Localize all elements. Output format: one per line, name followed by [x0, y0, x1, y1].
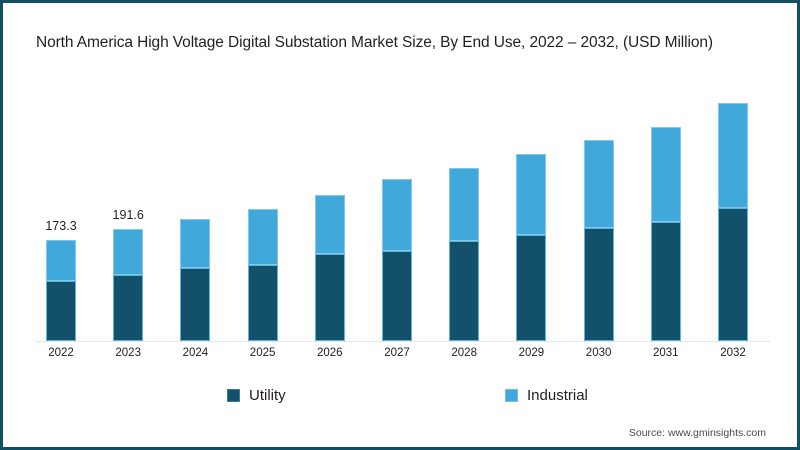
- bar-column-2031[interactable]: [650, 127, 681, 341]
- bar-segment-industrial-2028[interactable]: [449, 167, 480, 242]
- page-title: North America High Voltage Digital Subst…: [36, 34, 713, 51]
- legend-swatch-industrial-icon: [505, 389, 518, 402]
- x-axis-label-2032: 2032: [720, 347, 746, 359]
- bar-column-2027[interactable]: [382, 178, 412, 341]
- bar-column-2023[interactable]: [113, 229, 144, 341]
- bar-column-2026[interactable]: [314, 195, 345, 341]
- legend-swatch-utility-icon: [227, 389, 240, 402]
- bar-column-2029[interactable]: [516, 154, 547, 341]
- bar-segment-utility-2029[interactable]: [516, 235, 547, 341]
- bar-segment-industrial-2025[interactable]: [247, 208, 278, 265]
- x-axis-label-2025: 2025: [249, 347, 276, 359]
- x-axis-label-2031: 2031: [653, 347, 679, 359]
- x-axis-label-2023: 2023: [115, 347, 141, 359]
- bar-segment-utility-2026[interactable]: [314, 253, 345, 341]
- bar-column-2022[interactable]: [46, 240, 76, 341]
- bar-segment-industrial-2031[interactable]: [650, 127, 681, 223]
- bar-column-2032[interactable]: [718, 103, 748, 341]
- x-axis-label-2028: 2028: [451, 347, 477, 359]
- bar-column-2030[interactable]: [583, 139, 614, 341]
- bar-column-2024[interactable]: [180, 218, 211, 341]
- bar-segment-utility-2027[interactable]: [382, 250, 412, 341]
- bar-segment-industrial-2027[interactable]: [382, 178, 412, 251]
- bar-segment-industrial-2032[interactable]: [718, 103, 748, 208]
- legend-item-utility[interactable]: Utility: [227, 388, 286, 403]
- bar-value-label-2023: 191.6: [112, 208, 144, 223]
- bar-segment-utility-2028[interactable]: [449, 241, 480, 341]
- bar-segment-utility-2025[interactable]: [247, 264, 278, 341]
- source-attribution: Source: www.gminsights.com: [628, 427, 766, 439]
- bar-segment-utility-2023[interactable]: [113, 274, 144, 341]
- bar-column-2028[interactable]: [449, 167, 480, 341]
- legend-label-utility: Utility: [249, 387, 286, 404]
- bar-column-2025[interactable]: [247, 208, 278, 341]
- x-axis-label-2030: 2030: [585, 347, 612, 359]
- legend-item-industrial[interactable]: Industrial: [505, 388, 588, 403]
- legend-label-industrial: Industrial: [527, 387, 588, 404]
- chart-legend: Utility Industrial: [3, 388, 797, 414]
- bar-segment-utility-2024[interactable]: [180, 267, 211, 341]
- bar-segment-utility-2032[interactable]: [718, 207, 748, 341]
- bar-segment-industrial-2029[interactable]: [516, 154, 547, 236]
- bar-segment-utility-2022[interactable]: [46, 280, 76, 341]
- bar-segment-utility-2030[interactable]: [583, 228, 614, 341]
- x-axis-line: [36, 341, 770, 342]
- x-axis-label-2022: 2022: [48, 347, 74, 359]
- x-axis-label-2026: 2026: [317, 347, 343, 359]
- x-axis-label-2027: 2027: [384, 347, 410, 359]
- x-axis-label-2024: 2024: [182, 347, 209, 359]
- bar-segment-industrial-2026[interactable]: [314, 195, 345, 254]
- bar-segment-industrial-2030[interactable]: [583, 139, 614, 229]
- bar-segment-utility-2031[interactable]: [650, 222, 681, 341]
- bar-segment-industrial-2023[interactable]: [113, 229, 144, 275]
- chart-plot-area: 173.3 191.6 2022 2023 2024 2025 2026 2027 2028 2…: [3, 3, 797, 447]
- bar-value-label-2022: 173.3: [45, 219, 77, 233]
- bar-segment-industrial-2024[interactable]: [180, 218, 211, 268]
- x-axis-label-2029: 2029: [518, 347, 545, 359]
- bar-segment-industrial-2022[interactable]: [46, 240, 76, 281]
